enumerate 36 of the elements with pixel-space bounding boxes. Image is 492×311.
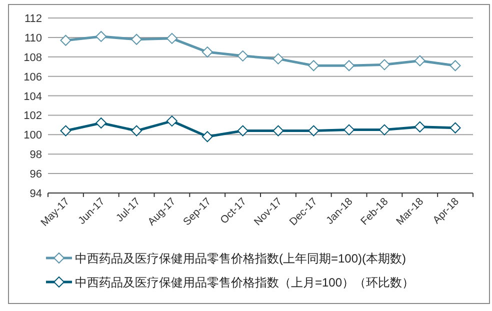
point bbox=[131, 125, 142, 136]
point bbox=[378, 59, 390, 70]
y-tick-label: 100 bbox=[24, 130, 42, 142]
point bbox=[378, 124, 390, 136]
y-tick-label: 110 bbox=[24, 32, 42, 44]
point bbox=[60, 34, 72, 46]
point bbox=[131, 34, 142, 45]
y-tick-label: 112 bbox=[24, 13, 42, 25]
y-tick-label: 106 bbox=[24, 71, 42, 84]
point bbox=[272, 53, 284, 64]
point bbox=[166, 116, 178, 127]
point bbox=[60, 125, 72, 136]
point bbox=[96, 30, 107, 42]
point bbox=[450, 60, 461, 72]
point bbox=[308, 125, 320, 136]
point bbox=[202, 46, 213, 58]
point bbox=[414, 55, 426, 66]
legend-label: 中西药品及医疗保健用品零售价格指数（上月=100）（环比数） bbox=[75, 276, 414, 290]
y-tick-label: 96 bbox=[30, 168, 42, 181]
point bbox=[308, 60, 320, 72]
y-tick-label: 104 bbox=[24, 90, 42, 103]
point bbox=[272, 125, 284, 136]
point bbox=[450, 122, 461, 134]
point bbox=[344, 60, 355, 72]
legend-label: 中西药品及医疗保健用品零售价格指数(上年同期=100)(本期数) bbox=[75, 252, 406, 266]
point bbox=[237, 50, 248, 62]
y-tick-label: 94 bbox=[30, 188, 42, 200]
point bbox=[166, 32, 178, 44]
point bbox=[237, 125, 248, 136]
point bbox=[96, 118, 107, 128]
y-tick-label: 102 bbox=[24, 110, 42, 122]
point bbox=[414, 121, 426, 132]
y-tick-label: 108 bbox=[24, 52, 42, 64]
y-tick-label: 98 bbox=[30, 149, 42, 162]
point bbox=[344, 124, 355, 136]
point bbox=[202, 131, 213, 142]
